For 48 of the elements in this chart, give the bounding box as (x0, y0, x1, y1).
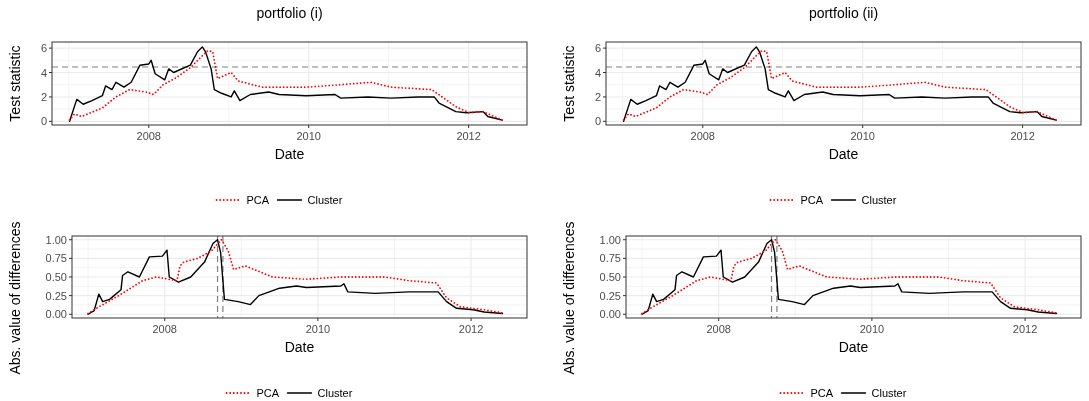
y-tick-label: 0.75 (45, 252, 67, 265)
x-axis-title: Date (274, 146, 305, 162)
legend-label: PCA (810, 387, 834, 399)
y-tick-label: 1.00 (599, 233, 621, 246)
y-tick-label: 0.75 (599, 252, 621, 265)
y-tick-label: 6 (40, 42, 47, 55)
legend-label: PCA (246, 194, 270, 206)
x-tick-label: 2012 (458, 323, 484, 335)
y-tick-label: 0.00 (45, 308, 67, 321)
x-tick-label: 2008 (152, 323, 177, 335)
x-tick-label: 2010 (859, 323, 885, 335)
legend-label: Cluster (307, 194, 343, 206)
y-tick-label: 0.25 (599, 289, 621, 302)
y-tick-label: 1.00 (45, 233, 67, 246)
y-tick-label: 0 (594, 115, 601, 128)
x-tick-label: 2012 (1010, 130, 1035, 142)
y-tick-label: 4 (40, 66, 47, 79)
x-tick-label: 2012 (1012, 323, 1038, 335)
y-axis-title: Test statistic (561, 45, 577, 122)
y-tick-label: 0 (40, 115, 47, 128)
y-tick-label: 4 (594, 66, 601, 79)
x-tick-label: 2008 (136, 130, 161, 142)
legend-label: Cluster (861, 194, 897, 206)
legend-label: PCA (256, 387, 280, 399)
x-tick-label: 2008 (690, 130, 715, 142)
x-tick-label: 2012 (456, 130, 481, 142)
y-axis-title: Test statistic (7, 45, 23, 122)
x-tick-label: 2010 (305, 323, 331, 335)
y-tick-label: 0.50 (599, 271, 621, 283)
chart-title: portfolio (ii) (808, 5, 879, 21)
y-tick-label: 2 (40, 90, 47, 103)
x-axis-title: Date (828, 146, 859, 162)
x-tick-label: 2008 (706, 323, 731, 335)
y-axis-title: Abs. value of differences (561, 221, 577, 375)
legend-label: Cluster (317, 387, 353, 399)
x-axis-title: Date (284, 339, 315, 355)
legend-label: Cluster (871, 387, 907, 399)
y-tick-label: 6 (594, 42, 601, 55)
y-tick-label: 0.25 (45, 289, 67, 302)
y-axis-title: Abs. value of differences (7, 221, 23, 375)
x-axis-title: Date (838, 339, 869, 355)
x-tick-label: 2010 (296, 130, 321, 142)
y-tick-label: 0.00 (599, 308, 621, 321)
y-tick-label: 2 (594, 90, 601, 103)
y-tick-label: 0.50 (45, 271, 67, 283)
legend-label: PCA (800, 194, 824, 206)
chart-title: portfolio (i) (256, 5, 323, 21)
x-tick-label: 2010 (850, 130, 875, 142)
